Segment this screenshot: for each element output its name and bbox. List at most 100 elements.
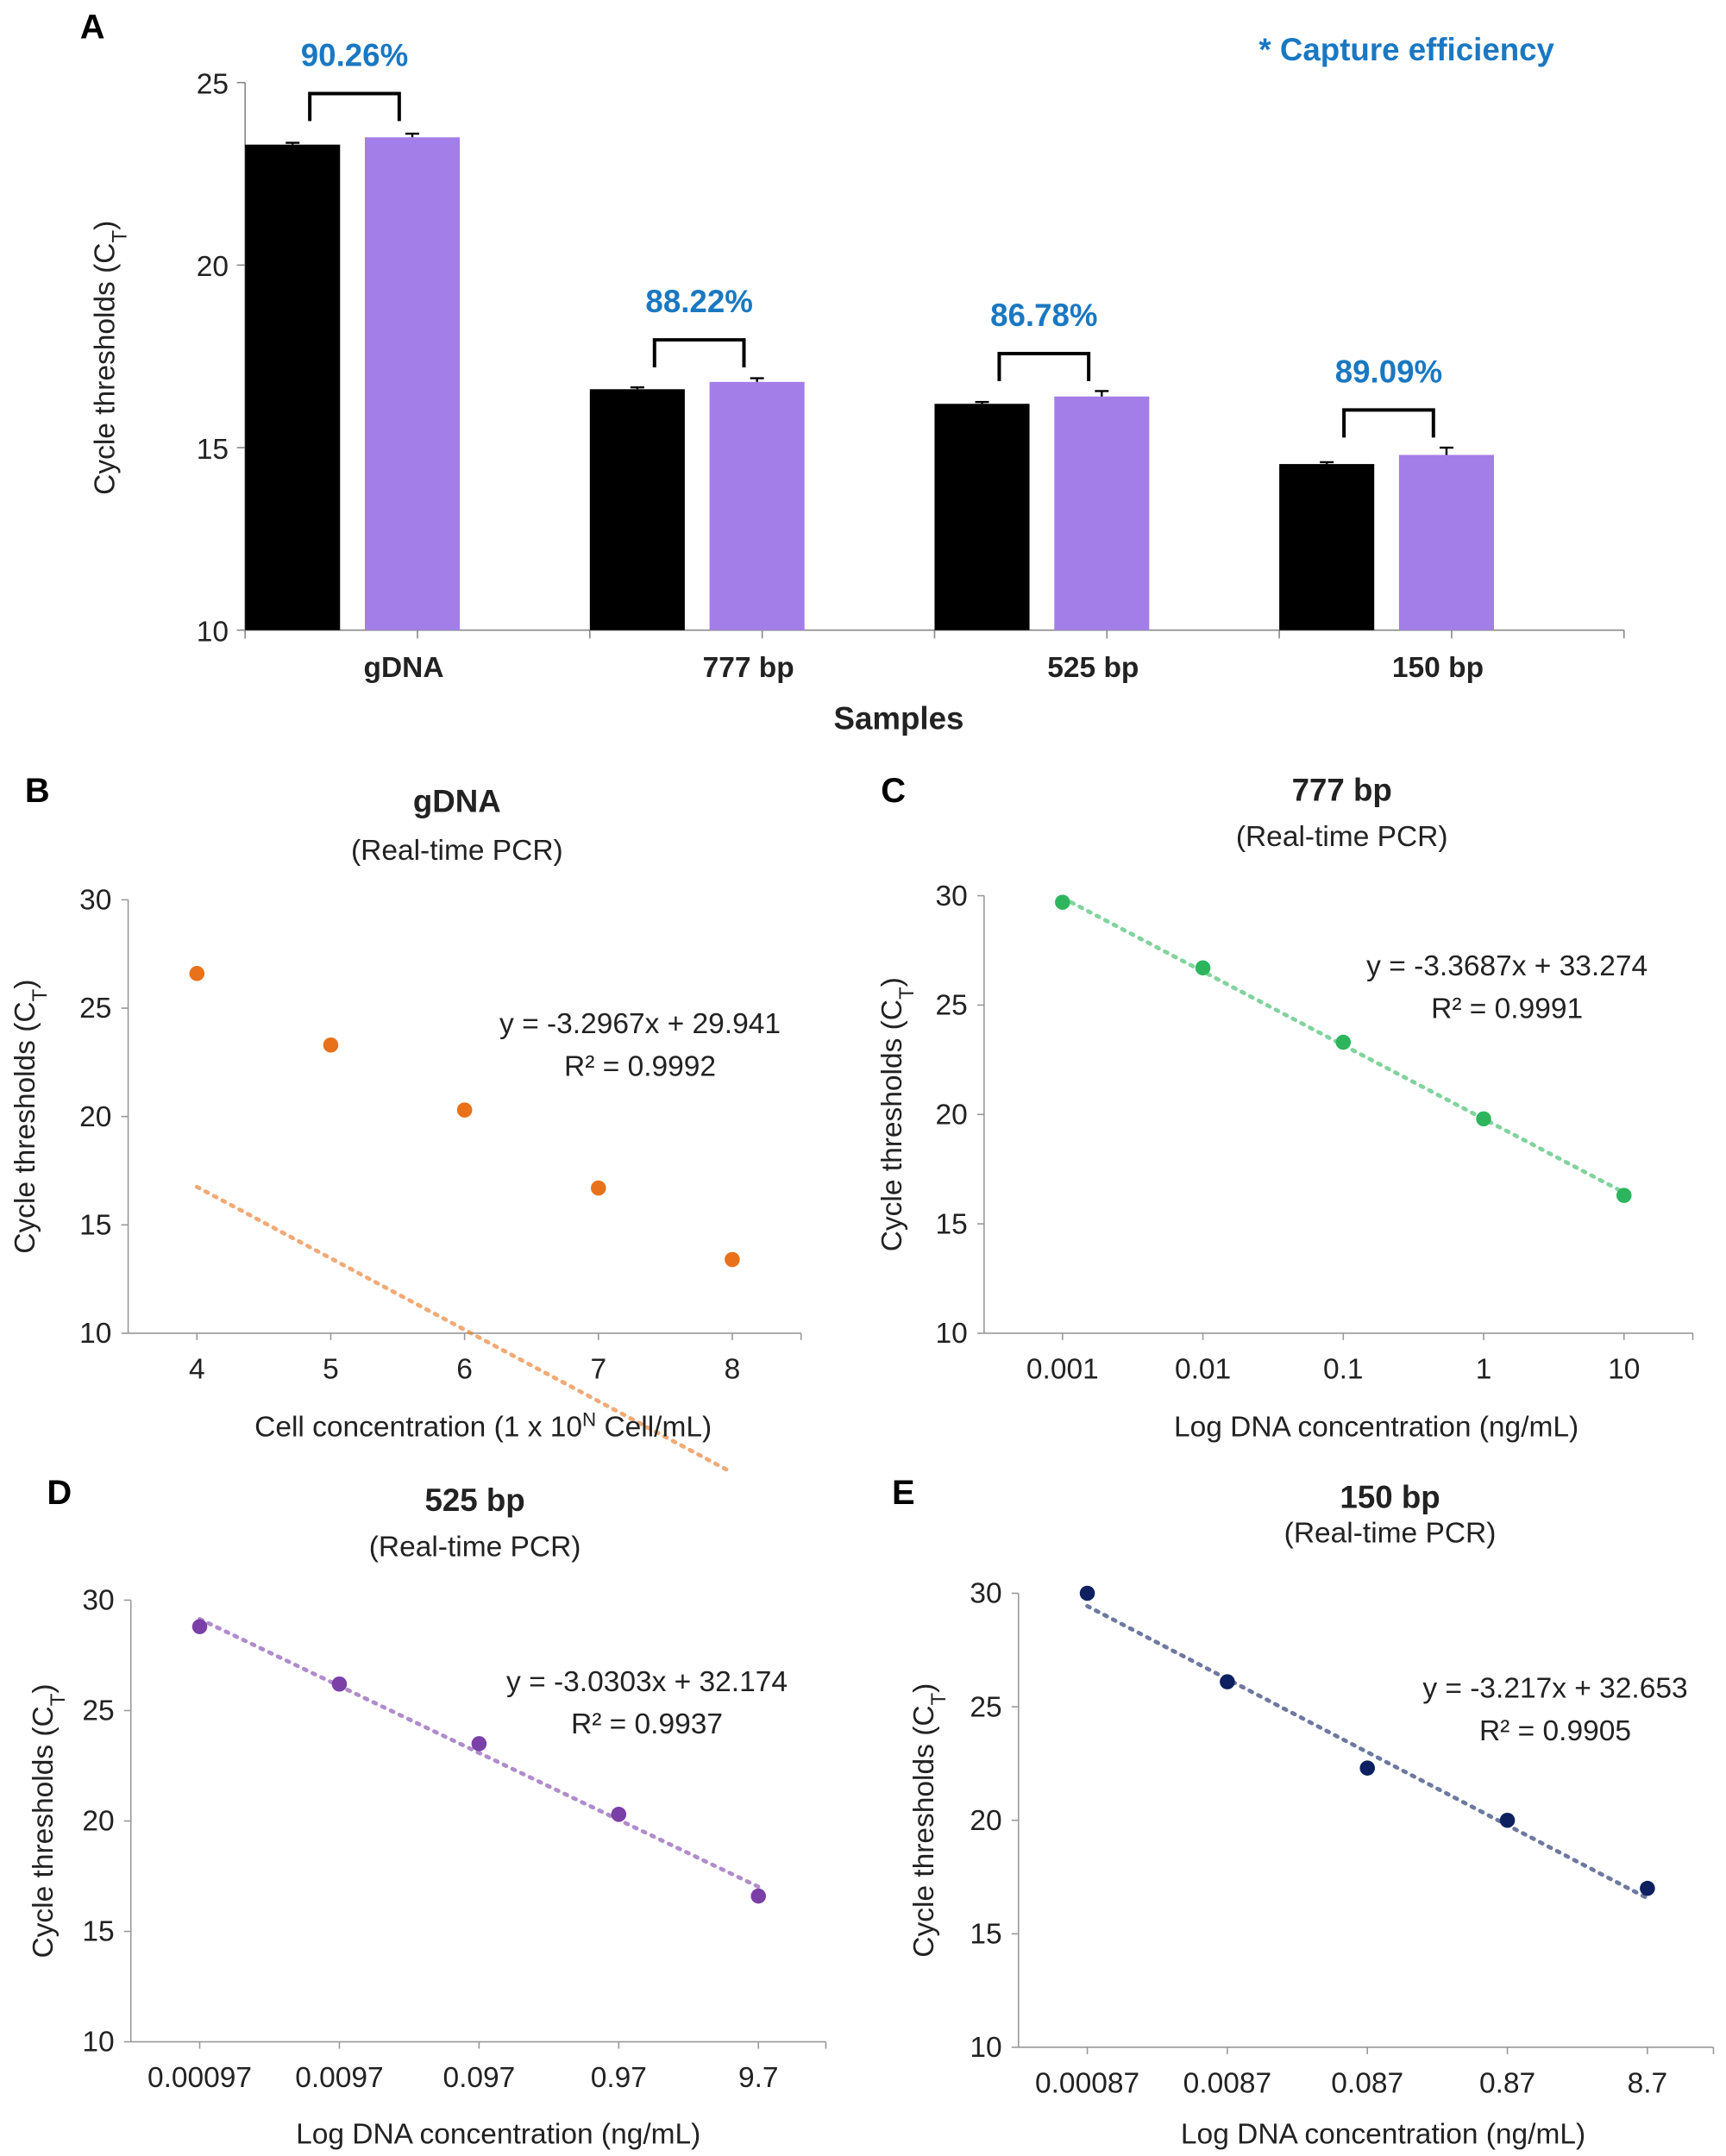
y-tick-label: 10 xyxy=(79,1318,111,1350)
capture-efficiency-label: 90.26% xyxy=(301,38,408,73)
x-tick-label: 8.7 xyxy=(1628,2068,1668,2100)
data-point xyxy=(1079,1585,1095,1601)
comparison-bracket xyxy=(997,352,1091,381)
data-point xyxy=(591,1180,606,1196)
y-axis-title-part: Cycle thresholds (C xyxy=(9,1001,41,1253)
y-axis-title-part: T xyxy=(28,988,52,1001)
y-axis-title-part: Cycle thresholds (C xyxy=(908,1705,940,1957)
y-axis-title: Cycle thresholds (CT) xyxy=(28,1683,69,1958)
y-axis-title-part: ) xyxy=(28,1683,60,1693)
r-squared-label: R² = 0.9991 xyxy=(1431,993,1583,1025)
panel-letter-a: A xyxy=(80,9,105,47)
y-tick-label: 15 xyxy=(82,1916,114,1948)
data-point xyxy=(611,1807,627,1822)
bar-purple xyxy=(364,137,461,630)
x-axis-title: Log DNA concentration (ng/mL) xyxy=(1174,1412,1579,1444)
data-point xyxy=(1616,1188,1632,1203)
x-tick-label: 0.00097 xyxy=(147,2062,252,2094)
data-point xyxy=(725,1251,740,1268)
chart-subtitle: (Real-time PCR) xyxy=(1284,1517,1497,1549)
data-point xyxy=(1220,1674,1235,1689)
y-axis-title: Cycle thresholds (CT) xyxy=(908,1683,950,1958)
panel-letter-e: E xyxy=(892,1474,915,1512)
data-point xyxy=(323,1037,339,1053)
y-tick-label: 10 xyxy=(82,2027,114,2059)
y-tick-label: 10 xyxy=(197,616,229,648)
y-tick-label: 25 xyxy=(82,1695,114,1727)
bar-purple xyxy=(1054,396,1150,630)
capture-efficiency-label: 86.78% xyxy=(990,298,1097,333)
y-axis-title: Cycle thresholds (CT) xyxy=(9,980,52,1254)
y-tick-label: 30 xyxy=(79,885,111,917)
panel-e-scatter-chart: 150 bp(Real-time PCR) 10 15 20 25 30 0.00087 0.… xyxy=(970,1480,1715,2100)
trend-line xyxy=(1085,1603,1650,1901)
y-axis-title: Cycle thresholds (CT) xyxy=(876,977,919,1251)
bar-purple xyxy=(1398,454,1494,630)
y-axis-title-part: T xyxy=(926,1692,950,1705)
y-tick-label: 25 xyxy=(197,68,229,100)
data-point xyxy=(1055,894,1070,910)
y-axis-title: Cycle thresholds (CT) xyxy=(90,221,131,495)
x-tick-label: 0.97 xyxy=(591,2062,647,2094)
data-point xyxy=(189,966,205,981)
y-tick-label: 15 xyxy=(970,1919,1001,1951)
y-axis-title-part: ) xyxy=(90,221,122,230)
r-squared-label: R² = 0.9937 xyxy=(571,1708,723,1740)
panel-letter-d: D xyxy=(47,1474,72,1512)
y-axis-title-part: Cycle thresholds (C xyxy=(90,243,122,495)
capture-efficiency-label: 89.09% xyxy=(1335,354,1442,390)
x-tick-label: 9.7 xyxy=(738,2062,779,2094)
y-tick-label: 20 xyxy=(79,1101,111,1133)
chart-title: 150 bp xyxy=(1340,1480,1440,1515)
bar-black xyxy=(245,144,341,630)
x-axis-title: Log DNA concentration (ng/mL) xyxy=(1181,2119,1585,2151)
bar-black xyxy=(934,404,1030,630)
x-axis-title-part: N xyxy=(582,1408,596,1430)
data-point xyxy=(1499,1812,1516,1828)
chart-title: 525 bp xyxy=(424,1482,524,1518)
y-axis-title-part: T xyxy=(108,230,131,243)
comparison-bracket xyxy=(652,338,746,367)
panel-letter-c: C xyxy=(881,772,906,810)
y-tick-label: 10 xyxy=(970,2032,1001,2064)
r-squared-label: R² = 0.9905 xyxy=(1479,1715,1631,1747)
x-tick-label: 6 xyxy=(456,1354,473,1386)
x-axis-title-part: Log DNA concentration (ng/mL) xyxy=(1174,1412,1579,1444)
trend-line xyxy=(198,1616,761,1890)
y-tick-label: 20 xyxy=(82,1806,114,1838)
capture-efficiency-label: 88.22% xyxy=(645,284,752,319)
y-tick-label: 25 xyxy=(935,990,967,1022)
panel-b-scatter-chart: gDNA (Real-time PCR) 10 15 20 25 30 4 5 6 7 8 y = -3… xyxy=(79,783,802,1475)
x-axis-title-part: Cell concentration (1 x 10 xyxy=(254,1412,582,1444)
y-axis-title-part: Cycle thresholds (C xyxy=(876,1000,908,1251)
y-tick-label: 15 xyxy=(935,1208,967,1240)
panel-c-scatter-chart: 777 bp (Real-time PCR) 10 15 20 25 30 0.001 0.01… xyxy=(935,773,1694,1386)
x-category-label: 525 bp xyxy=(1047,652,1139,684)
x-tick-label: 1 xyxy=(1476,1354,1492,1386)
y-tick-label: 30 xyxy=(82,1585,114,1617)
y-axis-title-part: ) xyxy=(876,977,908,987)
y-axis-title-part: T xyxy=(46,1693,69,1706)
chart-title: 777 bp xyxy=(1292,773,1392,808)
y-tick-label: 30 xyxy=(935,881,967,912)
x-tick-label: 0.001 xyxy=(1026,1354,1099,1386)
panel-a-bar-chart: 10 15 20 25 90.26% gDNA 88.22% 777 bp 86.78% 525 … xyxy=(197,32,1625,736)
y-axis-title-part: Cycle thresholds (C xyxy=(28,1706,60,1958)
data-point xyxy=(191,1619,208,1634)
data-point xyxy=(1476,1111,1491,1127)
bar-purple xyxy=(709,381,805,630)
data-point xyxy=(1359,1760,1375,1776)
x-axis-title-part: Log DNA concentration (ng/mL) xyxy=(1181,2119,1585,2151)
x-tick-label: 0.01 xyxy=(1175,1354,1231,1386)
panel-d-scatter-chart: 525 bp (Real-time PCR) 10 15 20 25 30 0.00097 0.… xyxy=(82,1482,827,2094)
comparison-bracket xyxy=(1342,408,1435,438)
chart-subtitle: (Real-time PCR) xyxy=(369,1531,581,1563)
y-tick-label: 15 xyxy=(197,434,229,466)
y-tick-label: 15 xyxy=(79,1209,111,1241)
data-point xyxy=(1195,960,1211,976)
chart-subtitle: (Real-time PCR) xyxy=(1236,821,1448,853)
y-axis-title-part: ) xyxy=(908,1683,940,1693)
x-axis-title: Cell concentration (1 x 10N Cell/mL) xyxy=(254,1408,712,1444)
data-point xyxy=(471,1736,487,1752)
